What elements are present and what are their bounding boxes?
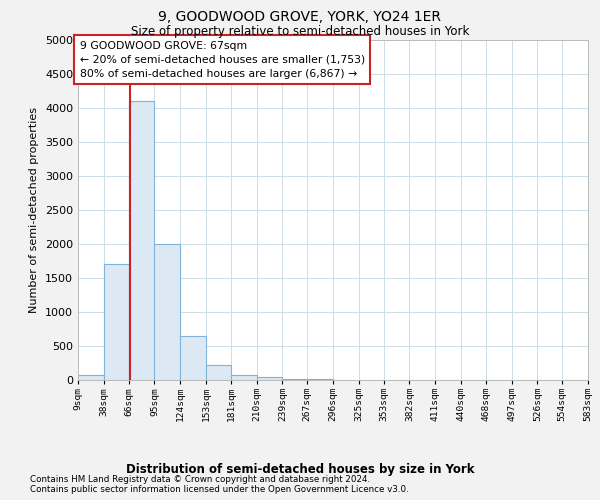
Y-axis label: Number of semi-detached properties: Number of semi-detached properties (29, 107, 40, 313)
Bar (104, 264, 128, 380)
Bar (180, 336, 206, 380)
Bar (128, 101, 154, 380)
Text: Distribution of semi-detached houses by size in York: Distribution of semi-detached houses by … (126, 462, 474, 475)
Bar (257, 376, 283, 380)
Bar (206, 365, 231, 380)
Bar (283, 378, 307, 380)
Text: Size of property relative to semi-detached houses in York: Size of property relative to semi-detach… (131, 25, 469, 38)
Bar (154, 244, 180, 380)
Text: 9 GOODWOOD GROVE: 67sqm
← 20% of semi-detached houses are smaller (1,753)
80% of: 9 GOODWOOD GROVE: 67sqm ← 20% of semi-de… (80, 40, 365, 78)
Text: 9, GOODWOOD GROVE, YORK, YO24 1ER: 9, GOODWOOD GROVE, YORK, YO24 1ER (158, 10, 442, 24)
Text: Contains HM Land Registry data © Crown copyright and database right 2024.: Contains HM Land Registry data © Crown c… (30, 474, 370, 484)
Text: Contains public sector information licensed under the Open Government Licence v3: Contains public sector information licen… (30, 484, 409, 494)
Bar (231, 375, 257, 380)
Bar (78, 375, 104, 380)
